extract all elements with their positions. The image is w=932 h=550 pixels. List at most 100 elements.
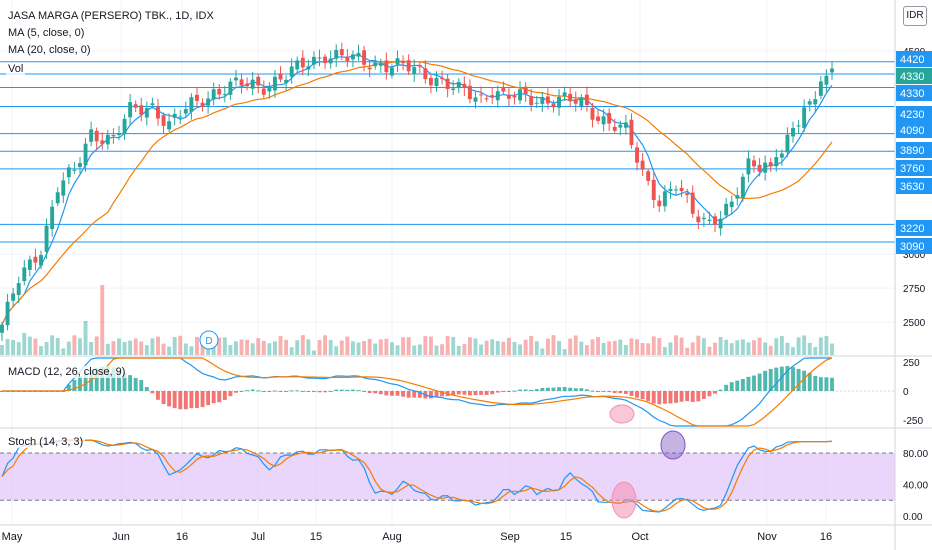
volume-bar bbox=[27, 336, 32, 355]
volume-bar bbox=[551, 335, 556, 355]
date-label: 15 bbox=[310, 531, 322, 543]
volume-bar bbox=[311, 350, 316, 355]
macd-histogram-bar bbox=[306, 391, 311, 393]
stoch-legend[interactable]: Stoch (14, 3, 3) bbox=[6, 436, 86, 448]
candle bbox=[601, 116, 606, 125]
volume-bar bbox=[389, 342, 394, 355]
currency-badge[interactable]: IDR bbox=[903, 6, 927, 26]
volume-bar bbox=[713, 342, 717, 355]
macd-histogram-bar bbox=[250, 389, 255, 391]
macd-histogram-bar bbox=[228, 391, 233, 397]
volume-bar bbox=[813, 346, 818, 355]
volume-bar bbox=[818, 337, 823, 355]
price-tag bbox=[896, 51, 932, 67]
volume-bar bbox=[523, 339, 528, 355]
volume-bar bbox=[378, 339, 383, 355]
volume-bar bbox=[16, 342, 21, 355]
macd-histogram-bar bbox=[217, 391, 222, 403]
price-tag-label: 3890 bbox=[900, 145, 924, 157]
candle bbox=[273, 76, 277, 91]
macd-histogram-bar bbox=[735, 380, 740, 391]
volume-bar bbox=[685, 347, 690, 355]
macd-histogram-bar bbox=[479, 391, 484, 395]
candle bbox=[596, 116, 600, 121]
volume-bar bbox=[144, 345, 149, 355]
macd-histogram-bar bbox=[724, 384, 729, 391]
macd-histogram-bar bbox=[729, 382, 734, 391]
volume-bar bbox=[0, 345, 4, 355]
candle bbox=[339, 49, 344, 56]
macd-histogram-bar bbox=[451, 391, 456, 396]
candle bbox=[612, 126, 617, 131]
price-tag-label: 4330 bbox=[900, 71, 924, 83]
macd-tick: 250 bbox=[903, 358, 920, 369]
volume-bar bbox=[495, 341, 500, 355]
price-tag bbox=[896, 220, 932, 236]
volume-bar bbox=[668, 342, 673, 355]
macd-histogram-bar bbox=[295, 390, 300, 392]
candle bbox=[802, 107, 807, 128]
candle bbox=[629, 119, 634, 145]
ma5-legend[interactable]: MA (5, close, 0) bbox=[6, 27, 87, 39]
macd-histogram-bar bbox=[172, 391, 177, 409]
macd-histogram-bar bbox=[139, 380, 144, 391]
candle bbox=[94, 130, 99, 142]
volume-bar bbox=[607, 341, 612, 355]
stoch-tick: 0.00 bbox=[903, 512, 923, 523]
candle bbox=[807, 101, 812, 105]
volume-bar bbox=[746, 342, 751, 355]
candle bbox=[222, 94, 227, 96]
volume-bar bbox=[540, 348, 545, 355]
stoch-d-line bbox=[1, 439, 833, 513]
macd-histogram-bar bbox=[690, 391, 695, 402]
candle bbox=[473, 97, 478, 102]
volume-bar bbox=[785, 342, 790, 355]
volume-bar bbox=[100, 285, 105, 355]
candle bbox=[256, 76, 261, 86]
price-tag-label: 4090 bbox=[900, 125, 924, 137]
candle bbox=[156, 106, 160, 119]
macd-histogram-bar bbox=[813, 376, 818, 391]
volume-bar bbox=[122, 341, 127, 355]
candle bbox=[350, 54, 355, 60]
moving-averages bbox=[1, 54, 833, 325]
price-tag bbox=[896, 106, 932, 122]
candle bbox=[428, 77, 433, 86]
macd-histogram-bar bbox=[178, 391, 183, 410]
volume-bar bbox=[757, 337, 762, 355]
macd-histogram-bar bbox=[323, 391, 328, 393]
volume-bar bbox=[278, 336, 283, 355]
macd-histogram-bar bbox=[579, 388, 584, 391]
macd-legend[interactable]: MACD (12, 26, close, 9) bbox=[6, 366, 128, 378]
volume-bar bbox=[250, 343, 255, 355]
candle bbox=[746, 158, 751, 175]
macd-histogram-bar bbox=[529, 389, 534, 391]
macd-histogram-bar bbox=[590, 390, 595, 392]
candle bbox=[295, 60, 300, 70]
ma20-legend[interactable]: MA (20, close, 0) bbox=[6, 44, 93, 56]
candle bbox=[189, 97, 194, 112]
candle bbox=[651, 179, 656, 201]
volume-bar bbox=[317, 339, 322, 355]
candle bbox=[178, 116, 183, 118]
volume-bar bbox=[467, 337, 472, 355]
candle bbox=[72, 169, 77, 171]
volume-bar bbox=[150, 338, 155, 355]
macd-histogram-bar bbox=[289, 390, 294, 392]
volume-bar bbox=[350, 341, 355, 355]
macd-histogram-bar bbox=[434, 391, 439, 398]
macd-histogram-bar bbox=[428, 391, 433, 399]
dividend-marker-label: D bbox=[205, 336, 212, 347]
macd-histogram-bar bbox=[350, 389, 355, 391]
candle bbox=[674, 189, 678, 191]
macd-histogram-bar bbox=[117, 370, 121, 391]
price-tag bbox=[896, 122, 932, 138]
volume-bar bbox=[740, 339, 745, 355]
macd-histogram-bar bbox=[206, 391, 211, 406]
volume-legend[interactable]: Vol bbox=[6, 63, 26, 75]
macd-histogram-bar bbox=[300, 391, 305, 392]
volume-bar bbox=[718, 337, 723, 355]
date-label: Sep bbox=[500, 531, 520, 543]
candle bbox=[61, 180, 66, 196]
